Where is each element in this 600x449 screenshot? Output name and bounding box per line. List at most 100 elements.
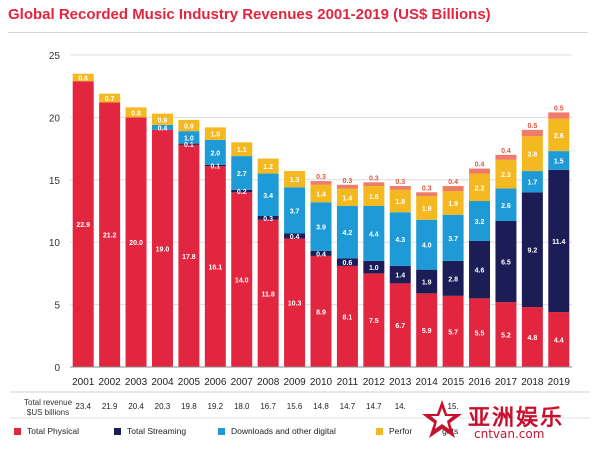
data-label: 1.4 bbox=[316, 192, 326, 199]
x-tick-label: 2001 bbox=[72, 377, 95, 388]
x-tick-label: 2016 bbox=[468, 377, 491, 388]
y-tick-label: 0 bbox=[54, 363, 60, 374]
bar-segment-2 bbox=[363, 260, 385, 274]
data-label: 0.3 bbox=[369, 175, 379, 182]
data-label: 0.1 bbox=[210, 163, 220, 170]
data-label: 0.6 bbox=[78, 75, 88, 82]
bar-segment-4 bbox=[99, 93, 121, 103]
data-label: 3.2 bbox=[475, 219, 485, 226]
bar-segment-1 bbox=[257, 219, 279, 367]
data-label: 21.2 bbox=[103, 233, 117, 240]
x-tick-label: 2018 bbox=[521, 377, 544, 388]
bar-segment-2 bbox=[257, 215, 279, 220]
bar-segment-3 bbox=[469, 201, 491, 241]
bar-segment-3 bbox=[204, 139, 226, 165]
bar-segment-2 bbox=[416, 269, 438, 294]
bar-segment-3 bbox=[178, 131, 200, 144]
bar-segment-1 bbox=[469, 298, 491, 367]
total-revenue-label: Total revenue $US billions bbox=[24, 398, 72, 418]
bar-segment-4 bbox=[178, 119, 200, 132]
legend-total-physical: Total Physical bbox=[14, 426, 79, 436]
data-label: 10.3 bbox=[288, 301, 302, 308]
data-label: 0.4 bbox=[316, 251, 326, 258]
data-label: 2.8 bbox=[528, 152, 538, 159]
legend-label-performance: Perfor bbox=[389, 426, 413, 436]
data-label: 6.7 bbox=[395, 323, 405, 330]
data-label: 4.4 bbox=[554, 338, 564, 345]
bar-segment-4 bbox=[310, 184, 332, 203]
bar-segment-4 bbox=[548, 118, 570, 152]
data-label: 1.9 bbox=[448, 201, 458, 208]
data-label: 0.3 bbox=[422, 185, 432, 192]
bar-segment-3 bbox=[284, 187, 306, 234]
bar-segment-3 bbox=[257, 173, 279, 216]
bar-segment-1 bbox=[310, 255, 332, 367]
data-label: 0.4 bbox=[448, 179, 458, 186]
data-label: 0.4 bbox=[290, 234, 300, 241]
x-tick-label: 2014 bbox=[416, 377, 439, 388]
data-label: 0.4 bbox=[475, 162, 485, 169]
data-label: 1.0 bbox=[210, 132, 220, 139]
data-label: 1.9 bbox=[422, 206, 432, 213]
bar-segment-4 bbox=[521, 136, 543, 172]
data-label: 0.3 bbox=[343, 178, 353, 185]
data-label: 5.9 bbox=[422, 328, 432, 335]
bar-segment-5 bbox=[363, 182, 385, 187]
data-label: 0.3 bbox=[395, 179, 405, 186]
data-label: 1.2 bbox=[263, 164, 273, 171]
data-label: 1.6 bbox=[369, 194, 379, 201]
data-label: 1.5 bbox=[554, 158, 564, 165]
total-revenue-value: 21.9 bbox=[102, 402, 118, 411]
bar-segment-3 bbox=[231, 156, 253, 190]
total-revenue-value: 20.3 bbox=[155, 402, 171, 411]
bar-segment-4 bbox=[72, 73, 94, 82]
bar-segment-3 bbox=[548, 151, 570, 170]
legend-swatch-physical bbox=[14, 427, 21, 435]
watermark: 亚洲娱乐 cntvan.com bbox=[420, 396, 590, 444]
total-revenue-value: 14.7 bbox=[366, 402, 382, 411]
bar-segment-4 bbox=[231, 142, 253, 157]
data-label: 4.0 bbox=[422, 243, 432, 250]
bar-segment-5 bbox=[310, 181, 332, 185]
x-tick-label: 2011 bbox=[337, 377, 359, 388]
bars-layer bbox=[72, 73, 570, 368]
data-label: 0.4 bbox=[158, 125, 168, 132]
bar-segment-5 bbox=[495, 154, 517, 160]
data-label: 4.3 bbox=[395, 237, 405, 244]
bar-segment-3 bbox=[521, 171, 543, 193]
legend-swatch-streaming bbox=[114, 427, 121, 435]
x-tick-label: 2008 bbox=[257, 377, 280, 388]
bar-segment-4 bbox=[204, 127, 226, 140]
total-revenue-value: 19.2 bbox=[208, 402, 224, 411]
data-label: 11.8 bbox=[262, 291, 275, 298]
bar-segment-4 bbox=[495, 159, 517, 189]
legend-label-downloads: Downloads and other digital bbox=[231, 426, 336, 436]
data-label: 4.4 bbox=[369, 231, 379, 238]
total-revenue-value: 23.4 bbox=[75, 402, 91, 411]
total-revenue-value: 20.4 bbox=[128, 402, 144, 411]
bar-segment-2 bbox=[521, 192, 543, 308]
x-tick-label: 2019 bbox=[548, 377, 571, 388]
legend-label-physical: Total Physical bbox=[27, 426, 79, 436]
bar-segment-4 bbox=[336, 188, 358, 207]
bar-segment-4 bbox=[442, 191, 464, 215]
data-label: 0.9 bbox=[158, 117, 168, 124]
bar-segment-3 bbox=[389, 212, 411, 266]
bar-segment-3 bbox=[363, 206, 385, 261]
bar-segment-1 bbox=[72, 81, 94, 367]
data-label: 3.7 bbox=[290, 208, 300, 215]
bar-segment-3 bbox=[336, 206, 358, 259]
bar-segment-5 bbox=[336, 184, 358, 189]
bar-segment-1 bbox=[442, 295, 464, 367]
data-label: 3.9 bbox=[316, 225, 326, 232]
x-tick-label: 2005 bbox=[178, 377, 201, 388]
legend-swatch-downloads bbox=[218, 427, 225, 435]
bar-segment-2 bbox=[469, 240, 491, 299]
bar-segment-1 bbox=[178, 144, 200, 367]
bar-segment-2 bbox=[178, 143, 200, 145]
chart-title: Global Recorded Music Industry Revenues … bbox=[8, 6, 491, 23]
data-label: 22.9 bbox=[76, 222, 90, 229]
bar-segment-5 bbox=[548, 112, 570, 119]
bar-segment-1 bbox=[548, 312, 570, 367]
